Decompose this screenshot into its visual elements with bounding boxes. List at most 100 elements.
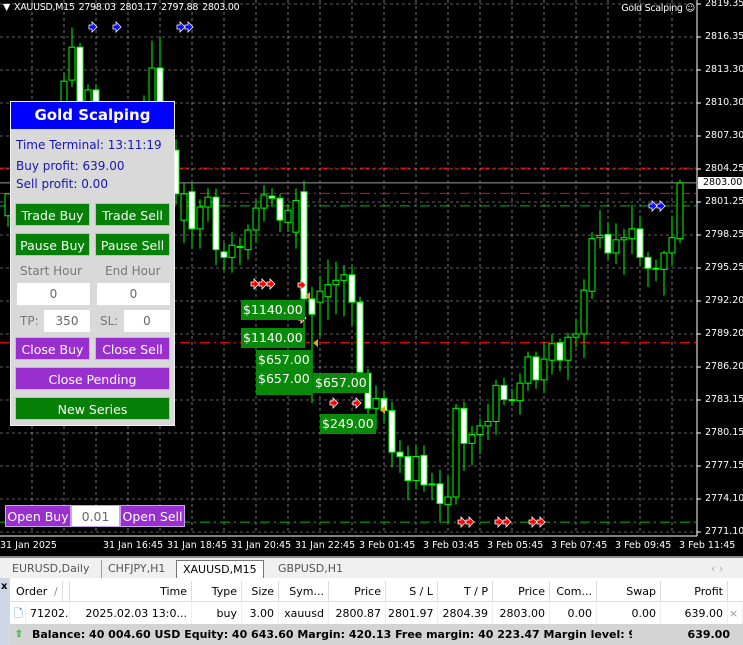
buy-arrow-icon [648, 200, 658, 212]
time-axis-label: 31 Jan 16:45 [103, 540, 164, 551]
lot-size-input[interactable]: 0.01 [71, 505, 120, 527]
price-axis-label: 2810.30 [705, 97, 743, 108]
candle-bullish [428, 483, 436, 486]
candle-bearish [220, 251, 228, 258]
table-cell: 0.00 [552, 603, 597, 624]
candle-bearish [636, 228, 644, 258]
chart-title: ▼ XAUUSD,M15 2798.03 2803.17 2797.88 2803.00 [3, 2, 243, 13]
column-header[interactable]: Size [244, 581, 279, 602]
trade-sell-button[interactable]: Trade Sell [95, 203, 170, 226]
sell-profit: Sell profit: 0.00 [16, 177, 108, 191]
balance-row: ⇧ Balance: 40 004.60 USD Equity: 40 643.… [10, 624, 743, 645]
profit-label: $1140.00 [241, 328, 305, 348]
candle-bullish [668, 237, 676, 254]
end-hour-input[interactable]: 0 [97, 283, 170, 305]
new-series-button[interactable]: New Series [15, 397, 170, 420]
column-header[interactable]: Time [72, 581, 192, 602]
pause-sell-button[interactable]: Pause Sell [95, 233, 170, 256]
time-axis-label: 31 Jan 18:45 [167, 540, 228, 551]
order-document-icon: 🗋 [14, 603, 26, 624]
price-axis-label: 2786.20 [705, 361, 743, 372]
tp-input[interactable]: 350 [44, 310, 90, 332]
tab-xauusd-m15[interactable]: XAUUSD,M15 [176, 560, 264, 579]
collapse-triangle-icon[interactable]: ▼ [3, 2, 11, 13]
sl-input[interactable]: 0 [124, 310, 170, 332]
buy-arrow-icon [88, 21, 98, 33]
pause-buy-button[interactable]: Pause Buy [15, 233, 90, 256]
table-cell: 2804.39 [440, 603, 493, 624]
buy-arrow-icon [656, 200, 666, 212]
balance-up-icon: ⇧ [14, 629, 24, 640]
candle-bearish [276, 197, 284, 221]
profit-label: $1140.00 [241, 300, 305, 320]
tab-chfjpy-h1[interactable]: CHFJPY,H1 [101, 560, 171, 579]
candle-bullish [580, 289, 588, 335]
chart-canvas[interactable] [0, 0, 743, 556]
open-buy-button[interactable]: Open Buy [5, 505, 71, 527]
column-header[interactable]: Type [194, 581, 242, 602]
table-cell: buy [194, 603, 242, 624]
column-header[interactable]: Swap [599, 581, 661, 602]
candle-bearish [268, 195, 276, 199]
column-header[interactable]: Order [10, 581, 70, 602]
candle-bearish [404, 455, 412, 482]
profit-label: $657.00 [256, 350, 312, 370]
open-sell-button[interactable]: Open Sell [120, 505, 185, 527]
candle-bullish [484, 420, 492, 427]
sl-label: SL: [100, 314, 119, 328]
candle-bullish [540, 358, 548, 381]
column-header[interactable]: T / P [440, 581, 493, 602]
candle-bullish [316, 290, 324, 303]
table-row[interactable]: 71202...2025.02.03 13:0...buy3.00xauusd2… [10, 603, 743, 624]
close-terminal-button[interactable]: x [1, 581, 8, 592]
table-cell: 0.00 [599, 603, 661, 624]
price-axis-label: 2777.15 [705, 460, 743, 471]
candle-bullish [452, 407, 460, 498]
buy-arrow-icon [112, 21, 122, 33]
close-marker-icon [313, 339, 318, 347]
candle-bullish [508, 399, 516, 402]
tp-label: TP: [20, 314, 39, 328]
sell-arrow-icon [297, 279, 307, 291]
end-hour-label: End Hour [105, 264, 161, 278]
column-header[interactable]: Price [495, 581, 550, 602]
time-axis-label: 3 Feb 11:45 [679, 540, 736, 551]
panel-title[interactable]: Gold Scalping [11, 102, 174, 129]
column-header[interactable]: S / L [388, 581, 438, 602]
sort-indicator[interactable]: / [54, 581, 63, 602]
tab-eurusd-daily[interactable]: EURUSD,Daily [12, 562, 90, 575]
tab-scroll-arrows[interactable]: ‹ › [711, 562, 724, 575]
column-header[interactable]: Price [331, 581, 386, 602]
candle-bearish [396, 451, 404, 457]
price-chart[interactable]: ▼ XAUUSD,M15 2798.03 2803.17 2797.88 2803.00 … [0, 0, 743, 556]
candle-bullish [180, 193, 188, 221]
profit-label: $249.00 [320, 414, 376, 434]
symbol-label: XAUUSD,M15 [14, 2, 75, 13]
table-cell: 2803.00 [495, 603, 550, 624]
sell-arrow-icon [494, 516, 504, 528]
candle-bearish [348, 274, 356, 303]
price-axis-label: 2804.25 [705, 163, 743, 174]
close-pending-button[interactable]: Close Pending [15, 367, 170, 390]
current-price-label: 2803.00 [698, 177, 743, 189]
close-sell-button[interactable]: Close Sell [95, 337, 170, 360]
candle-bearish [436, 483, 444, 505]
start-hour-label: Start Hour [20, 264, 83, 278]
close-order-button[interactable]: × [729, 603, 743, 624]
column-header[interactable]: Sym... [281, 581, 329, 602]
candle-bullish [572, 333, 580, 338]
column-header[interactable]: Profit [663, 581, 728, 602]
expert-advisor-label[interactable]: Gold Scalping ☺ [621, 3, 695, 14]
tab-gbpusd-h1[interactable]: GBPUSD,H1 [278, 562, 343, 575]
close-buy-button[interactable]: Close Buy [15, 337, 90, 360]
start-hour-input[interactable]: 0 [17, 283, 90, 305]
trade-buy-button[interactable]: Trade Buy [15, 203, 90, 226]
candle-bullish [524, 356, 532, 384]
column-header[interactable]: Com... [552, 581, 597, 602]
candle-bullish [548, 343, 556, 361]
balance-summary: Balance: 40 004.60 USD Equity: 40 643.60… [32, 628, 632, 641]
candle-bullish [228, 244, 236, 258]
profit-label: $657.00 [256, 369, 312, 395]
candle-bullish [628, 228, 636, 240]
smiley-icon: ☺ [685, 3, 695, 14]
